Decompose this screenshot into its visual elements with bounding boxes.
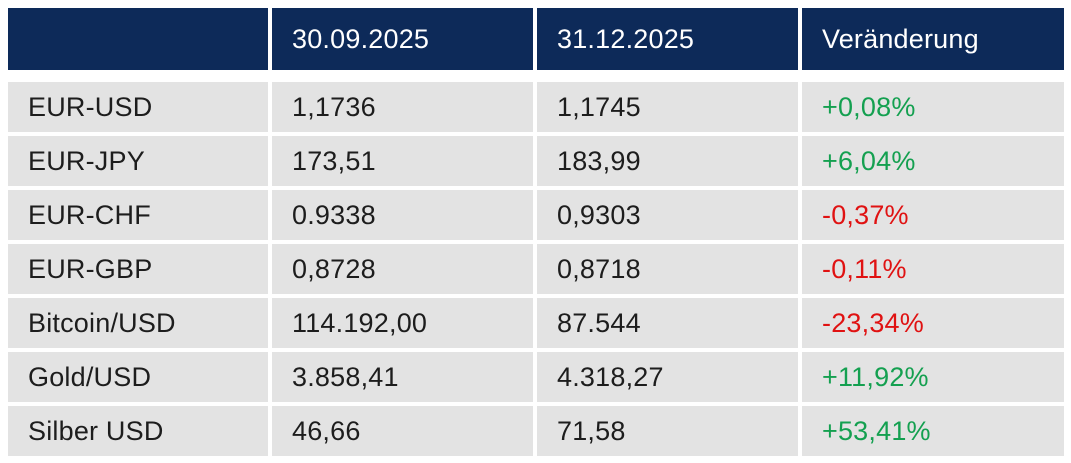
change-cell: +0,08% xyxy=(802,82,1064,132)
instrument-label-cell: Gold/USD xyxy=(8,352,268,402)
header-cell-empty xyxy=(8,8,268,70)
value-start-cell: 0.9338 xyxy=(272,190,533,240)
header-cell-change: Veränderung xyxy=(802,8,1064,70)
value-end-cell: 1,1745 xyxy=(537,82,798,132)
value-start-cell: 46,66 xyxy=(272,406,533,456)
instrument-label-cell: EUR-USD xyxy=(8,82,268,132)
table-body: EUR-USD 1,1736 1,1745 +0,08% EUR-JPY 173… xyxy=(8,82,1064,456)
value-end-cell: 4.318,27 xyxy=(537,352,798,402)
instrument-label-cell: Bitcoin/USD xyxy=(8,298,268,348)
change-cell: +53,41% xyxy=(802,406,1064,456)
change-cell: -0,11% xyxy=(802,244,1064,294)
value-end-cell: 71,58 xyxy=(537,406,798,456)
header-cell-date-start: 30.09.2025 xyxy=(272,8,533,70)
value-end-cell: 0,9303 xyxy=(537,190,798,240)
header-cell-date-end: 31.12.2025 xyxy=(537,8,798,70)
change-cell: +11,92% xyxy=(802,352,1064,402)
value-start-cell: 173,51 xyxy=(272,136,533,186)
change-cell: +6,04% xyxy=(802,136,1064,186)
instrument-label-cell: EUR-CHF xyxy=(8,190,268,240)
instrument-label-cell: EUR-GBP xyxy=(8,244,268,294)
value-end-cell: 183,99 xyxy=(537,136,798,186)
value-start-cell: 114.192,00 xyxy=(272,298,533,348)
instrument-label-cell: EUR-JPY xyxy=(8,136,268,186)
change-cell: -0,37% xyxy=(802,190,1064,240)
table-header-row: 30.09.2025 31.12.2025 Veränderung xyxy=(8,8,1064,70)
value-start-cell: 1,1736 xyxy=(272,82,533,132)
value-end-cell: 0,8718 xyxy=(537,244,798,294)
change-cell: -23,34% xyxy=(802,298,1064,348)
value-start-cell: 0,8728 xyxy=(272,244,533,294)
instrument-label-cell: Silber USD xyxy=(8,406,268,456)
value-start-cell: 3.858,41 xyxy=(272,352,533,402)
value-end-cell: 87.544 xyxy=(537,298,798,348)
